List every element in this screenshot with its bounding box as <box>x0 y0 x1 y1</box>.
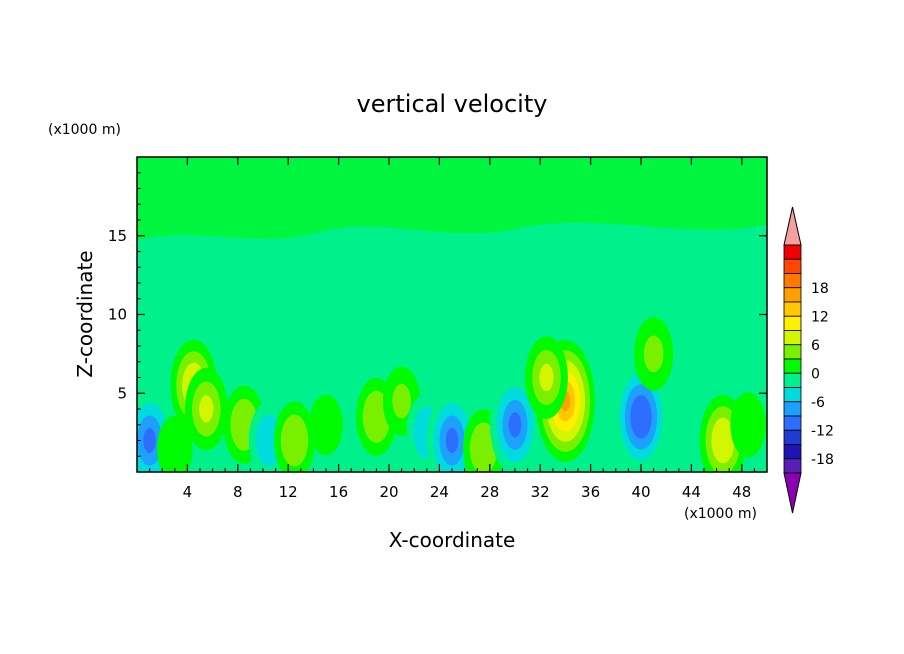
x-tick-label: 44 <box>682 483 701 501</box>
colorbar-min-arrow <box>783 472 802 514</box>
x-unit-label: (x1000 m) <box>684 506 757 522</box>
y-unit-label: (x1000 m) <box>48 122 121 138</box>
colorbar-box <box>783 358 802 374</box>
colorbar-label: 6 <box>811 338 820 354</box>
y-axis-label: Z-coordinate <box>73 250 97 377</box>
colorbar-label: -6 <box>811 395 825 411</box>
noise-band <box>137 157 767 240</box>
x-tick-label: 20 <box>379 483 398 501</box>
colorbar-box <box>783 444 802 460</box>
downdraft-cell <box>669 423 689 458</box>
x-tick-label: 32 <box>531 483 550 501</box>
updraft-cell <box>539 363 554 392</box>
colorbar-box <box>783 301 802 317</box>
colorbar-label: -12 <box>811 423 834 439</box>
updraft-cell <box>739 408 757 441</box>
chart-title: vertical velocity <box>357 90 548 118</box>
downdraft-cell <box>445 428 459 453</box>
downdraft-cell <box>143 428 156 453</box>
updraft-cell <box>165 432 184 465</box>
colorbar-max-arrow <box>783 206 802 246</box>
updraft-cell <box>287 427 302 454</box>
colorbar-box <box>783 372 802 388</box>
colorbar-label: 0 <box>811 366 820 382</box>
colorbar-box <box>783 415 802 431</box>
downdraft-cell <box>508 412 522 438</box>
x-tick-label: 16 <box>329 483 348 501</box>
colorbar-box <box>783 344 802 360</box>
colorbar-label: -18 <box>811 452 834 468</box>
colorbar: 18 12 6 0 -6 -12 -18 <box>783 206 834 514</box>
updraft-cell <box>643 335 664 373</box>
y-tick-label: 5 <box>117 384 127 402</box>
updraft-cell <box>199 395 214 423</box>
colorbar-box <box>783 258 802 274</box>
colorbar-box <box>783 330 802 346</box>
y-axis: 5 10 15 <box>108 172 767 457</box>
colorbar-box <box>783 287 802 303</box>
x-tick-label: 28 <box>480 483 499 501</box>
x-tick-label: 24 <box>430 483 449 501</box>
x-tick-label: 48 <box>732 483 751 501</box>
colorbar-label: 12 <box>811 309 829 325</box>
colorbar-box <box>783 387 802 403</box>
x-tick-label: 36 <box>581 483 600 501</box>
y-tick-label: 10 <box>108 306 127 324</box>
colorbar-box <box>783 401 802 417</box>
colorbar-box <box>783 315 802 331</box>
x-tick-label: 40 <box>631 483 650 501</box>
updraft-cell <box>476 435 491 462</box>
x-axis: 4 8 12 16 20 24 28 32 36 40 44 48 <box>149 157 755 501</box>
x-tick-label: 12 <box>279 483 298 501</box>
upper-noise-bands <box>137 157 767 300</box>
x-tick-label: 4 <box>183 483 193 501</box>
contour-field <box>137 157 767 472</box>
updraft-cell <box>369 403 384 430</box>
colorbar-box <box>783 458 802 474</box>
updraft-cell <box>237 411 251 438</box>
colorbar-box <box>783 244 802 260</box>
colorbar-box <box>783 273 802 289</box>
velocity-cells <box>137 317 766 472</box>
noise-band <box>137 231 767 300</box>
y-tick-label: 15 <box>108 227 127 245</box>
x-tick-label: 8 <box>233 483 243 501</box>
colorbar-box <box>783 429 802 445</box>
downdraft-cell <box>635 406 647 428</box>
downdraft-cell <box>262 427 277 454</box>
updraft-cell <box>392 383 411 419</box>
updraft-cell <box>309 394 343 455</box>
updraft-cell <box>717 429 729 452</box>
x-axis-label: X-coordinate <box>389 528 516 552</box>
colorbar-label: 18 <box>811 281 829 297</box>
